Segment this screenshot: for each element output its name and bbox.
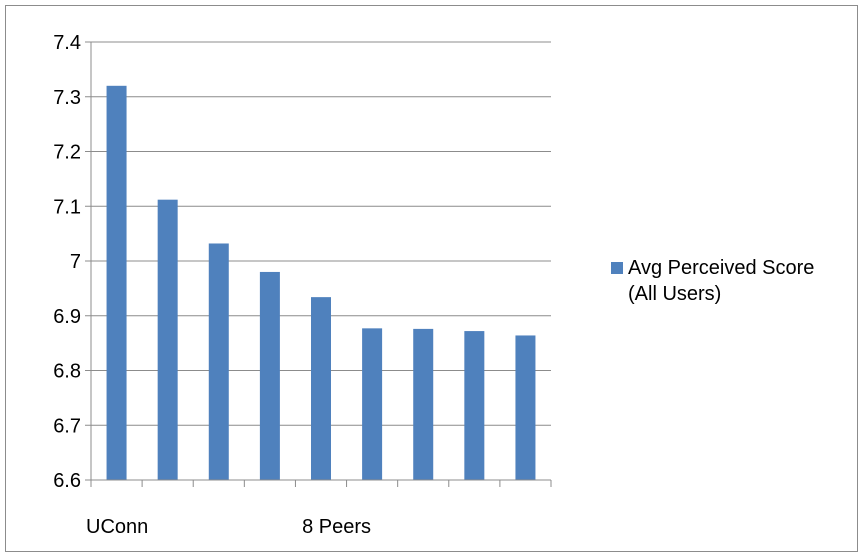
bar-chart: 6.6 6.7 6.8 6.9 7 7.1 7.2 7.3 7.4 UConn 8 Peers A… bbox=[53, 32, 814, 538]
bar bbox=[515, 335, 536, 480]
x-category-label: 8 Peers bbox=[302, 516, 371, 538]
legend: Avg Perceived Score (All Users) bbox=[611, 257, 814, 305]
y-tick-labels: 6.6 6.7 6.8 6.9 7 7.1 7.2 7.3 7.4 bbox=[53, 32, 81, 492]
bar bbox=[157, 199, 178, 480]
bar bbox=[464, 331, 485, 480]
y-tick-label: 6.7 bbox=[53, 415, 81, 437]
legend-label: (All Users) bbox=[628, 283, 721, 305]
bar bbox=[413, 328, 434, 480]
bar bbox=[259, 271, 280, 480]
y-tick-label: 7.4 bbox=[53, 32, 81, 54]
y-tick-label: 6.8 bbox=[53, 361, 81, 383]
bar bbox=[311, 297, 331, 480]
bars bbox=[106, 85, 536, 481]
bar bbox=[362, 328, 383, 480]
legend-label: Avg Perceived Score bbox=[628, 257, 814, 279]
chart-frame: 6.6 6.7 6.8 6.9 7 7.1 7.2 7.3 7.4 UConn 8 Peers A… bbox=[5, 5, 858, 552]
legend-swatch bbox=[611, 262, 623, 274]
bar bbox=[208, 243, 229, 480]
bar bbox=[106, 85, 127, 481]
x-category-labels: UConn 8 Peers bbox=[86, 516, 371, 538]
x-category-label: UConn bbox=[86, 516, 148, 538]
y-tick-label: 6.9 bbox=[53, 306, 81, 328]
y-tick-label: 7.1 bbox=[53, 196, 81, 218]
y-tick-label: 7.3 bbox=[53, 87, 81, 109]
y-tick-label: 7.2 bbox=[53, 142, 81, 164]
y-tick-label: 7 bbox=[70, 251, 81, 273]
y-tick-label: 6.6 bbox=[53, 470, 81, 492]
axes bbox=[85, 41, 552, 487]
